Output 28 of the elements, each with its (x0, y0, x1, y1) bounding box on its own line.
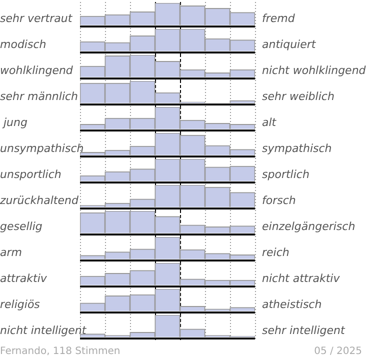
text: gesellig (0, 220, 42, 233)
text: wohlklingend (0, 64, 74, 77)
text: nicht attraktiv (262, 272, 340, 285)
text: sehr intelligent (262, 324, 346, 337)
text: einzelgängerisch (262, 220, 356, 233)
text: sympathisch (262, 142, 332, 155)
text: attraktiv (0, 272, 48, 285)
text: sehr vertraut (0, 12, 73, 25)
text: sehr weiblich (262, 90, 334, 103)
annotation: unsympathisch (0, 142, 84, 155)
annotation: nicht intelligent (0, 324, 87, 337)
text: forsch (262, 194, 296, 207)
text: 05 / 2025 (314, 346, 362, 357)
text: arm (0, 246, 22, 259)
text: nicht wohlklingend (262, 64, 367, 77)
text: sportlich (262, 168, 310, 181)
text: modisch (0, 38, 46, 51)
text: fremd (262, 12, 296, 25)
text: sehr männlich (0, 90, 78, 103)
text: Fernando, 118 Stimmen (0, 346, 120, 357)
text: unsportlich (0, 168, 62, 181)
text: zurückhaltend (0, 194, 80, 207)
text: alt (262, 116, 277, 129)
text: reich (262, 246, 290, 259)
text: religiös (0, 298, 40, 311)
text: jung (0, 116, 28, 129)
text: antiquiert (262, 38, 316, 51)
text: atheistisch (262, 298, 322, 311)
